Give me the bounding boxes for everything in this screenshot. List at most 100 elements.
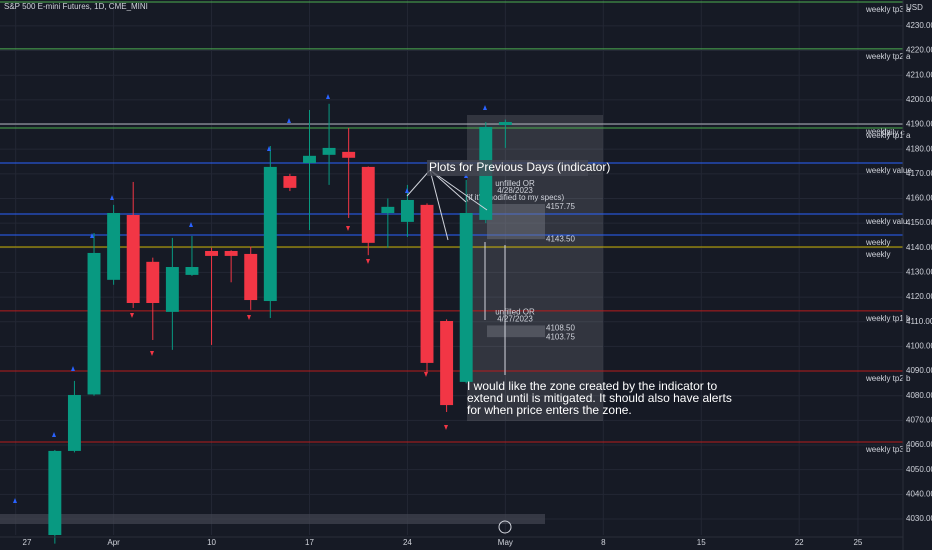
candle-body	[303, 155, 316, 163]
chart-title: S&P 500 E-mini Futures, 1D, CME_MINI	[4, 2, 148, 11]
marker-up	[52, 432, 56, 437]
candle-body	[67, 394, 81, 451]
candle-body	[185, 267, 199, 275]
y-tick-label: 4230.00	[906, 21, 932, 30]
markers	[13, 94, 487, 503]
level-label: weekly	[865, 250, 890, 259]
replay-icon[interactable]	[498, 520, 512, 534]
candle-body	[381, 206, 395, 214]
bottom-band	[0, 514, 545, 524]
y-tick-label: 4060.00	[906, 440, 932, 449]
y-tick-label: 4110.00	[906, 317, 932, 326]
x-tick-label: 8	[601, 538, 606, 547]
level-label: weekly tp2 b	[865, 374, 911, 383]
daily-label: daily c	[882, 128, 905, 137]
callout-box	[427, 160, 588, 176]
currency: USD	[906, 3, 923, 12]
x-tick-label: 22	[795, 538, 804, 547]
callout-text: Plots for Previous Days (indicator)	[429, 160, 610, 174]
candle-body	[224, 250, 238, 256]
y-tick-label: 4160.00	[906, 194, 932, 203]
x-tick-label: 17	[305, 538, 314, 547]
level-label: weekly tp3 a	[865, 5, 911, 14]
y-tick-label: 4200.00	[906, 95, 932, 104]
marker-up	[326, 94, 330, 99]
marker-up	[13, 498, 17, 503]
y-tick-label: 4070.00	[906, 415, 932, 424]
zone-top-label: 4157.75	[546, 202, 575, 211]
callout-arrow	[429, 169, 488, 211]
level-label: weekly	[865, 127, 890, 136]
zone-date: 4/28/2023	[497, 186, 533, 195]
candle-body	[244, 253, 258, 301]
zone-bottom-label: 4143.50	[546, 234, 575, 243]
x-tick-label: 15	[697, 538, 706, 547]
y-tick-label: 4210.00	[906, 70, 932, 79]
marker-down	[444, 425, 448, 430]
x-tick-label: 24	[403, 538, 412, 547]
x-tick-label: May	[498, 538, 513, 547]
candle-body	[263, 166, 277, 302]
x-tick-label: 27	[23, 538, 32, 547]
zone	[487, 204, 545, 240]
level-label: weekly tp2 a	[865, 52, 911, 61]
candles	[48, 103, 512, 544]
candle-body	[361, 166, 375, 243]
candle-body	[498, 122, 512, 125]
level-label: weekly valu	[865, 217, 907, 226]
candle-body	[48, 450, 62, 535]
level-label: weekly	[865, 238, 890, 247]
level-label: weekly value	[865, 166, 912, 175]
marker-up	[71, 366, 75, 371]
candle-body	[205, 250, 219, 256]
marker-down	[366, 259, 370, 264]
y-tick-label: 4190.00	[906, 120, 932, 129]
marker-down	[150, 351, 154, 356]
callout-arrow	[429, 169, 449, 241]
candle-body	[87, 252, 101, 395]
y-tick-label: 4150.00	[906, 218, 932, 227]
zone-top-label: 4108.50	[546, 324, 575, 333]
note-line: extend until is mitigated. It should als…	[467, 391, 732, 405]
y-tick-label: 4050.00	[906, 465, 932, 474]
y-tick-label: 4090.00	[906, 366, 932, 375]
zone	[487, 325, 545, 338]
callout	[406, 169, 506, 375]
x-tick-label: 25	[853, 538, 862, 547]
marker-up	[287, 118, 291, 123]
y-tick-label: 4170.00	[906, 169, 932, 178]
marker-down	[130, 313, 134, 318]
y-tick-label: 4140.00	[906, 243, 932, 252]
y-tick-label: 4220.00	[906, 46, 932, 55]
candle-body	[420, 204, 434, 363]
candle-body	[400, 199, 414, 222]
y-tick-label: 4080.00	[906, 391, 932, 400]
candle-body	[459, 213, 473, 382]
x-tick-label: 10	[207, 538, 216, 547]
marker-up	[405, 188, 409, 193]
x-tick-label: Apr	[107, 538, 120, 547]
zone-title: unfilled OR	[495, 308, 535, 317]
marker-up	[110, 195, 114, 200]
candle-body	[146, 261, 160, 304]
zone-bottom-label: 4103.75	[546, 332, 575, 341]
candle-body	[342, 151, 356, 158]
marker-up	[267, 146, 271, 151]
level-label: weekly tp1 a	[865, 131, 911, 140]
candle-body	[165, 267, 179, 312]
marker-up	[483, 105, 487, 110]
level-label: weekly tp3 b	[865, 445, 911, 454]
y-tick-label: 4100.00	[906, 342, 932, 351]
candle-body	[283, 176, 297, 188]
note-line: I would like the zone created by the ind…	[467, 379, 717, 393]
zone-note: (if it's modified to my specs)	[466, 193, 565, 202]
zone-date: 4/27/2023	[497, 315, 533, 324]
note-line: for when price enters the zone.	[467, 403, 632, 417]
zone-title: unfilled OR	[495, 179, 535, 188]
candle-body	[322, 147, 336, 155]
marker-down	[346, 226, 350, 231]
y-tick-label: 4180.00	[906, 144, 932, 153]
y-tick-label: 4130.00	[906, 268, 932, 277]
marker-down	[424, 372, 428, 377]
